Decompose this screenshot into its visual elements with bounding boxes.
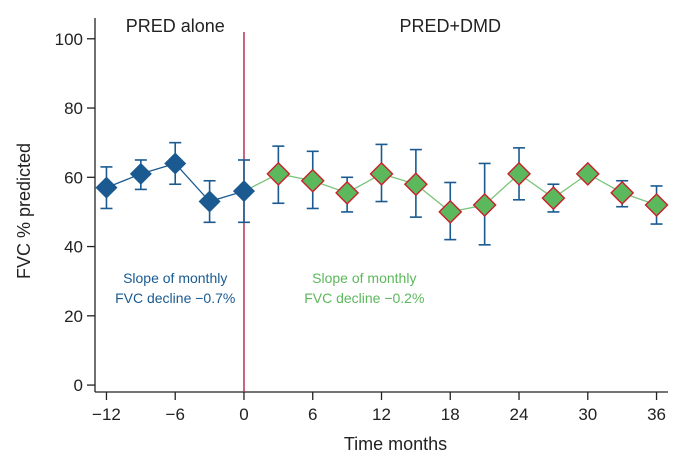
series-layer — [95, 141, 669, 246]
data-point — [472, 193, 497, 217]
data-point — [541, 186, 566, 211]
y-tick-label: 20 — [64, 307, 83, 326]
x-axis-title: Time months — [344, 434, 447, 454]
data-point — [335, 180, 360, 205]
x-tick-label: 12 — [372, 405, 391, 424]
annotation-text: Slope of monthly — [123, 270, 227, 286]
data-point — [266, 161, 291, 186]
y-tick-label: 100 — [55, 30, 83, 49]
y-tick-label: 0 — [74, 376, 83, 395]
y-axis-title: FVC % predicted — [14, 143, 34, 279]
data-point — [129, 162, 152, 185]
x-tick-label: 24 — [510, 405, 529, 424]
data-point — [610, 180, 635, 205]
x-tick-label: −6 — [166, 405, 185, 424]
data-point — [403, 172, 428, 197]
data-point — [164, 152, 187, 175]
data-point — [232, 180, 255, 203]
x-tick-label: 0 — [239, 405, 248, 424]
phase-labels: PRED alone PRED+DMD — [126, 16, 501, 36]
x-ticks: −12 −6 0 6 12 18 24 30 36 — [92, 392, 666, 424]
x-tick-label: 30 — [578, 405, 597, 424]
data-point — [369, 161, 394, 186]
annotation-text: Slope of monthly — [312, 270, 416, 286]
axes: 0 20 40 60 80 100 −12 −6 0 6 12 18 24 30 36 — [55, 18, 668, 424]
x-tick-label: 36 — [647, 405, 666, 424]
annotation-text: FVC decline −0.2% — [304, 290, 424, 306]
data-point — [198, 190, 221, 213]
x-tick-label: −12 — [92, 405, 121, 424]
annotations: Slope of monthly FVC decline −0.7% Slope o… — [115, 270, 424, 306]
x-tick-label: 18 — [441, 405, 460, 424]
annotation-text: FVC decline −0.7% — [115, 290, 235, 306]
y-tick-label: 60 — [64, 168, 83, 187]
x-tick-label: 6 — [308, 405, 317, 424]
data-point — [438, 199, 463, 224]
phase-label: PRED+DMD — [400, 16, 502, 36]
y-tick-label: 80 — [64, 99, 83, 118]
data-point — [507, 161, 532, 186]
data-point — [300, 168, 325, 193]
y-tick-label: 40 — [64, 238, 83, 257]
phase-label: PRED alone — [126, 16, 225, 36]
y-ticks: 0 20 40 60 80 100 — [55, 30, 95, 395]
data-point — [95, 176, 118, 199]
data-point — [644, 193, 669, 217]
data-point — [575, 161, 600, 186]
